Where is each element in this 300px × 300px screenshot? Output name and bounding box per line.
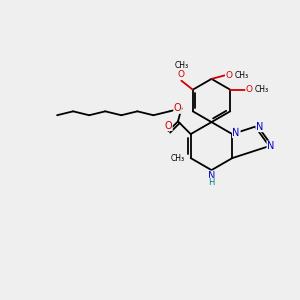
Text: CH₃: CH₃: [171, 154, 185, 163]
Text: CH₃: CH₃: [234, 71, 249, 80]
Text: N: N: [232, 128, 240, 138]
Text: O: O: [165, 121, 172, 130]
Text: N: N: [232, 127, 240, 137]
Text: CH₃: CH₃: [255, 85, 269, 94]
Text: O: O: [174, 103, 182, 113]
Text: O: O: [225, 71, 233, 80]
Text: N: N: [267, 141, 274, 151]
Text: O: O: [178, 70, 185, 79]
Text: N: N: [256, 122, 263, 132]
Text: H: H: [208, 178, 215, 187]
Text: N: N: [208, 171, 215, 181]
Text: CH₃: CH₃: [174, 61, 188, 70]
Text: O: O: [246, 85, 253, 94]
